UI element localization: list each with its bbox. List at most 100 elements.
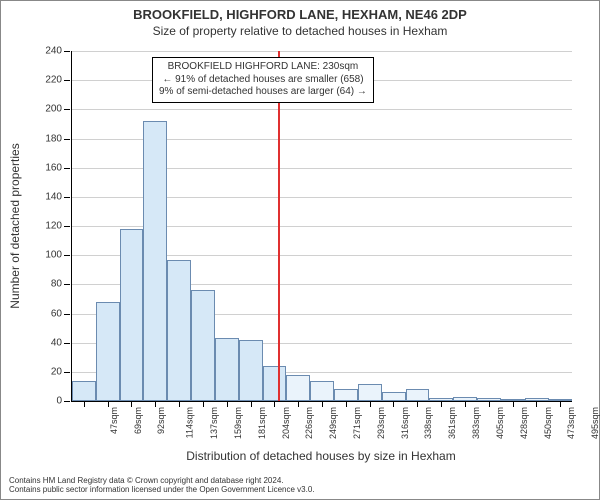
y-tick xyxy=(64,226,70,227)
x-tick-label: 114sqm xyxy=(185,407,195,438)
histogram-bar xyxy=(263,366,287,401)
x-tick-label: 405sqm xyxy=(495,407,505,439)
chart-container: BROOKFIELD, HIGHFORD LANE, HEXHAM, NE46 … xyxy=(0,0,600,500)
x-tick xyxy=(536,401,537,407)
x-tick-label: 428sqm xyxy=(519,407,529,439)
footer-line-1: Contains HM Land Registry data © Crown c… xyxy=(9,476,315,486)
x-tick-label: 181sqm xyxy=(257,407,267,439)
y-tick xyxy=(64,284,70,285)
histogram-bar xyxy=(382,392,406,401)
histogram-bar xyxy=(334,389,358,401)
histogram-bar xyxy=(167,260,191,401)
x-tick xyxy=(251,401,252,407)
y-tick xyxy=(64,51,70,52)
y-tick xyxy=(64,372,70,373)
histogram-bar xyxy=(96,302,120,401)
x-tick-label: 450sqm xyxy=(543,407,553,439)
x-axis-title: Distribution of detached houses by size … xyxy=(71,449,571,463)
y-tick xyxy=(64,197,70,198)
y-tick-label: 20 xyxy=(51,366,62,377)
plot-inner: 02040608010012014016018020022024047sqm69… xyxy=(71,51,572,402)
x-tick-label: 473sqm xyxy=(566,407,576,439)
y-tick xyxy=(64,139,70,140)
x-tick xyxy=(179,401,180,407)
titles: BROOKFIELD, HIGHFORD LANE, HEXHAM, NE46 … xyxy=(1,1,599,38)
x-tick xyxy=(227,401,228,407)
gridline xyxy=(72,51,572,52)
marker-line xyxy=(278,51,280,401)
x-tick xyxy=(84,401,85,407)
x-tick-label: 361sqm xyxy=(447,407,457,439)
y-tick-label: 60 xyxy=(51,308,62,319)
histogram-bar xyxy=(120,229,144,401)
histogram-bar xyxy=(72,381,96,401)
x-tick xyxy=(560,401,561,407)
annotation-box: BROOKFIELD HIGHFORD LANE: 230sqm← 91% of… xyxy=(152,57,374,103)
x-tick-label: 92sqm xyxy=(156,407,166,434)
x-tick xyxy=(131,401,132,407)
footer-line-2: Contains public sector information licen… xyxy=(9,485,315,495)
y-tick-label: 80 xyxy=(51,279,62,290)
page-title: BROOKFIELD, HIGHFORD LANE, HEXHAM, NE46 … xyxy=(1,7,599,22)
attribution-footer: Contains HM Land Registry data © Crown c… xyxy=(9,476,315,495)
x-tick xyxy=(417,401,418,407)
x-tick xyxy=(489,401,490,407)
histogram-bar xyxy=(215,338,239,401)
histogram-bar xyxy=(143,121,167,401)
histogram-bar xyxy=(310,381,334,401)
y-tick-label: 40 xyxy=(51,337,62,348)
x-tick xyxy=(322,401,323,407)
x-tick xyxy=(346,401,347,407)
y-tick xyxy=(64,109,70,110)
x-tick xyxy=(465,401,466,407)
annotation-line: 9% of semi-detached houses are larger (6… xyxy=(159,86,367,99)
page-subtitle: Size of property relative to detached ho… xyxy=(1,24,599,38)
y-tick-label: 240 xyxy=(45,46,62,57)
y-tick-label: 160 xyxy=(45,162,62,173)
histogram-bar xyxy=(358,384,382,402)
histogram-bar xyxy=(239,340,263,401)
histogram-bar xyxy=(286,375,310,401)
x-tick xyxy=(203,401,204,407)
gridline xyxy=(72,109,572,110)
y-tick-label: 0 xyxy=(56,396,62,407)
y-axis-title: Number of detached properties xyxy=(8,143,22,308)
y-tick xyxy=(64,168,70,169)
plot-area: 02040608010012014016018020022024047sqm69… xyxy=(71,51,571,401)
x-tick xyxy=(393,401,394,407)
histogram-bar xyxy=(406,389,430,401)
annotation-line: BROOKFIELD HIGHFORD LANE: 230sqm xyxy=(159,61,367,74)
y-tick xyxy=(64,314,70,315)
y-tick-label: 220 xyxy=(45,75,62,86)
x-tick-label: 137sqm xyxy=(209,407,219,439)
x-tick xyxy=(441,401,442,407)
x-tick-label: 249sqm xyxy=(328,407,338,439)
y-tick-label: 200 xyxy=(45,104,62,115)
x-tick-label: 293sqm xyxy=(376,407,386,439)
annotation-line: ← 91% of detached houses are smaller (65… xyxy=(159,74,367,87)
y-tick-label: 140 xyxy=(45,191,62,202)
y-tick xyxy=(64,401,70,402)
x-tick xyxy=(155,401,156,407)
x-tick-label: 495sqm xyxy=(590,407,600,439)
x-tick-label: 47sqm xyxy=(109,407,119,434)
x-tick-label: 338sqm xyxy=(424,407,434,439)
x-tick-label: 316sqm xyxy=(400,407,410,439)
x-tick xyxy=(274,401,275,407)
x-tick-label: 204sqm xyxy=(281,407,291,439)
y-tick-label: 100 xyxy=(45,250,62,261)
histogram-bar xyxy=(191,290,215,401)
x-tick xyxy=(108,401,109,407)
y-tick xyxy=(64,343,70,344)
x-tick-label: 226sqm xyxy=(304,407,314,439)
x-tick-label: 383sqm xyxy=(471,407,481,439)
y-tick-label: 180 xyxy=(45,133,62,144)
y-tick xyxy=(64,255,70,256)
y-tick-label: 120 xyxy=(45,221,62,232)
x-tick xyxy=(298,401,299,407)
y-tick xyxy=(64,80,70,81)
x-tick-label: 159sqm xyxy=(233,407,243,439)
x-tick xyxy=(513,401,514,407)
x-tick-label: 271sqm xyxy=(352,407,362,439)
x-tick xyxy=(370,401,371,407)
